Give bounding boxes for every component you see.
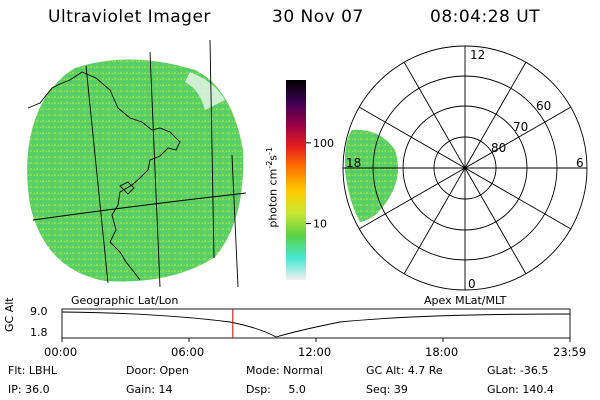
mlat-80-label: 80 [491, 141, 506, 155]
timeline-y-bottom: 1.8 [30, 326, 48, 339]
timeline-tick-3: 18:00 [425, 345, 459, 359]
colorbar-unit-label: photon cm-2s-1 [265, 146, 280, 228]
mlt-18-label: 18 [346, 156, 361, 170]
mlt-6-label: 6 [576, 156, 584, 170]
timeline-y-axis-label: GC Alt [3, 297, 16, 332]
filter-status: Flt: LBHL [8, 364, 57, 377]
geo-grid [32, 39, 247, 288]
colorbar [286, 80, 306, 280]
glat-status: GLat: -36.5 [487, 364, 549, 377]
ip-status: IP: 36.0 [8, 383, 50, 396]
timeline-tick-4: 23:59 [553, 345, 587, 359]
mlat-70-label: 70 [513, 120, 528, 134]
geo-image [27, 59, 244, 282]
timeline-tick-2: 12:00 [298, 345, 332, 359]
gc-alt-status: GC Alt: 4.7 Re [366, 364, 443, 377]
glon-status: GLon: 140.4 [487, 383, 554, 396]
mlat-60-label: 60 [536, 99, 551, 113]
gc-alt-curve [61, 311, 571, 338]
mlt-0-label: 0 [468, 277, 476, 291]
timeline-plot [61, 308, 571, 342]
time-label: 08:04:28 UT [430, 7, 541, 27]
timeline-y-top: 9.0 [30, 305, 48, 318]
instrument-title: Ultraviolet Imager [48, 7, 211, 27]
colorbar-tick-label-1: 10 [313, 218, 327, 231]
date-label: 30 Nov 07 [272, 7, 364, 27]
mode-status: Mode: Normal [246, 364, 323, 377]
mlt-12-label: 12 [470, 48, 485, 62]
coastline [27, 71, 181, 281]
door-status: Door: Open [126, 364, 189, 377]
gain-status: Gain: 14 [126, 383, 173, 396]
polar-emission [344, 129, 399, 222]
polar-plot: 12 18 6 0 60 70 80 [342, 45, 588, 291]
dsp-status: Dsp: 5.0 [246, 383, 306, 396]
seq-status: Seq: 39 [366, 383, 408, 396]
colorbar-ticks: 100 10 [306, 137, 334, 231]
island-outline [119, 181, 135, 195]
colorbar-tick-label-0: 100 [313, 137, 334, 150]
timeline-tick-0: 00:00 [44, 345, 78, 359]
polar-panel-label: Apex MLat/MLT [424, 294, 507, 307]
geo-panel-label: Geographic Lat/Lon [71, 294, 179, 307]
timeline-tick-1: 06:00 [171, 345, 205, 359]
